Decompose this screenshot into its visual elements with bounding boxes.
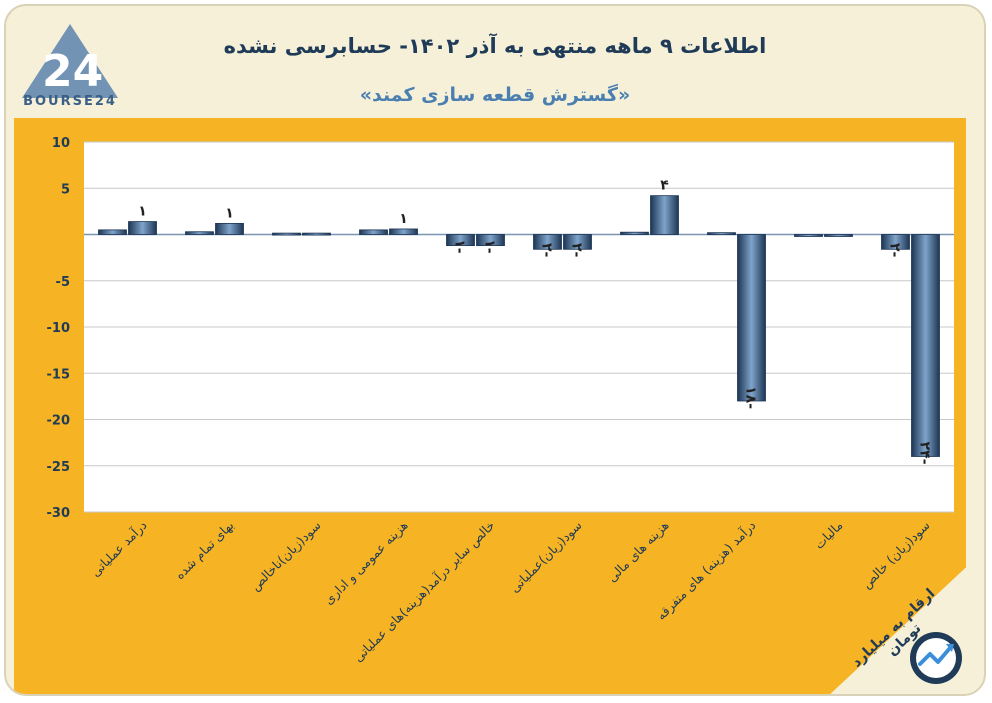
bar-chart: 10 5 -5 -10 -15 -20 -25 -30 ۱ درآمد عملیاتی ۱ بهای … [47,136,954,666]
category-label: مالیات [811,518,845,552]
data-label: ۱ [225,205,234,221]
chart-card: 24 BOURSE24 اطلاعات ۹ ماهه منتهی به آذر … [4,4,986,696]
bar [272,232,301,236]
data-label: ۴ [660,178,669,194]
category-label: هزینه عمومی و اداری [321,518,412,609]
bourse24-logo: 24 [22,24,118,98]
category-label: سود(زیان)عملیاتی [507,518,586,597]
category-label: سود(زیان)ناخالص [247,518,324,595]
data-label: ۱ [138,204,147,220]
bar [476,234,505,246]
svg-text:24: 24 [42,46,103,97]
bar [185,231,214,235]
bar [128,221,157,235]
bar [302,232,331,236]
bar [911,234,940,457]
category-label: هزینه های مالی [604,518,672,586]
category-label: خالص سایر درآمد(هزینه)های عملیاتی [350,518,498,666]
data-label: ۱ [399,211,408,227]
y-tick-label: -25 [47,460,71,475]
bar [737,234,766,402]
bar [533,234,562,250]
bar [215,223,244,235]
bar [794,234,823,237]
chart-panel: 10 5 -5 -10 -15 -20 -25 -30 ۱ درآمد عملیاتی ۱ بهای … [14,118,966,694]
bar [620,231,649,235]
y-tick-label: 5 [61,182,70,197]
y-tick-label: 10 [52,136,70,151]
y-tick-label: -15 [47,367,71,382]
bar [563,234,592,250]
y-tick-label: -30 [47,506,71,521]
y-tick-label: -20 [47,414,71,429]
data-label: -۲ [539,243,555,258]
y-tick-label: -5 [56,275,70,290]
bar [824,234,853,237]
bar [389,228,418,235]
unit-corner-stamp [830,558,976,694]
category-label: درآمد (هزینه) های متفرقه [653,518,759,624]
data-label: -۱ [452,239,468,254]
category-label: درآمد عملیاتی [88,518,151,581]
logo-text: BOURSE24 [23,94,117,109]
bar [359,229,388,235]
chart-subtitle: «گسترش قطعه سازی کمند» [359,84,631,106]
data-label: -۱۸ [743,386,759,409]
bar [707,232,736,236]
data-label: -۲ [887,243,903,258]
data-label: -۱ [482,239,498,254]
y-tick-label: -10 [47,321,71,336]
chart-title: اطلاعات ۹ ماهه منتهی به آذر ۱۴۰۲- حسابرس… [223,34,767,58]
data-label: -۲۴ [917,442,933,465]
bar [650,195,679,235]
bar [98,229,127,235]
data-label: -۲ [569,243,585,258]
category-label: بهای تمام شده [172,518,237,583]
bar [881,234,910,250]
bar [446,234,475,246]
